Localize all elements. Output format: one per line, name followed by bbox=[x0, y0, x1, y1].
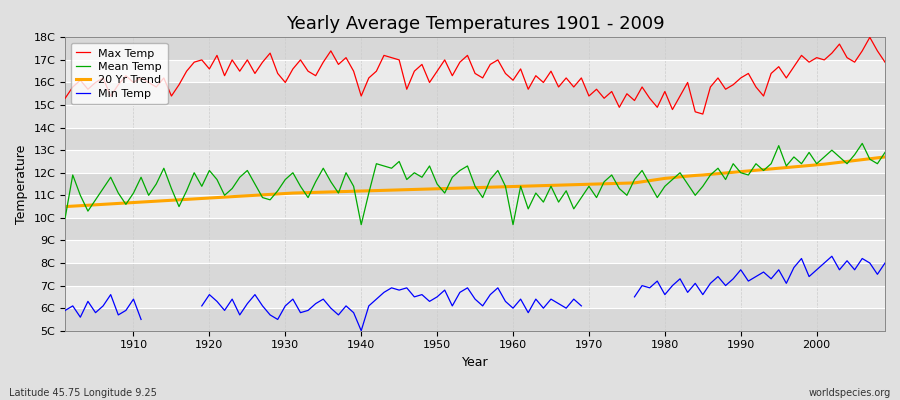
Bar bbox=[65, 128, 885, 150]
Max Temp bbox=[59, 96, 70, 101]
Mean Temp bbox=[508, 222, 518, 227]
Mean Temp bbox=[356, 222, 366, 227]
Max Temp bbox=[698, 112, 708, 116]
Bar bbox=[65, 173, 885, 195]
Mean Temp bbox=[607, 173, 617, 178]
Line: Min Temp: Min Temp bbox=[65, 295, 141, 320]
Bar bbox=[65, 150, 885, 173]
Max Temp bbox=[333, 62, 344, 67]
Mean Temp bbox=[515, 184, 526, 189]
Max Temp bbox=[598, 96, 609, 101]
Min Temp bbox=[83, 299, 94, 304]
Min Temp bbox=[98, 304, 109, 308]
Bar bbox=[65, 82, 885, 105]
Line: Mean Temp: Mean Temp bbox=[65, 144, 885, 225]
Mean Temp bbox=[333, 191, 344, 196]
Mean Temp bbox=[287, 170, 298, 175]
Title: Yearly Average Temperatures 1901 - 2009: Yearly Average Temperatures 1901 - 2009 bbox=[286, 15, 664, 33]
Min Temp bbox=[128, 297, 139, 302]
Mean Temp bbox=[879, 150, 890, 155]
Mean Temp bbox=[857, 141, 868, 146]
Bar bbox=[65, 308, 885, 331]
Min Temp bbox=[59, 308, 70, 313]
Min Temp bbox=[75, 315, 86, 320]
Bar bbox=[65, 60, 885, 82]
Min Temp bbox=[136, 317, 147, 322]
20 Yr Trend bbox=[598, 182, 609, 186]
Min Temp bbox=[121, 308, 131, 313]
Min Temp bbox=[90, 310, 101, 315]
Max Temp bbox=[287, 66, 298, 71]
20 Yr Trend bbox=[508, 184, 518, 189]
20 Yr Trend bbox=[500, 184, 511, 189]
Bar bbox=[65, 240, 885, 263]
Line: Max Temp: Max Temp bbox=[65, 37, 885, 114]
Min Temp bbox=[105, 292, 116, 297]
Max Temp bbox=[121, 73, 131, 78]
Bar bbox=[65, 105, 885, 128]
Max Temp bbox=[500, 71, 511, 76]
Max Temp bbox=[508, 78, 518, 83]
Bar bbox=[65, 37, 885, 60]
Bar bbox=[65, 286, 885, 308]
20 Yr Trend bbox=[879, 154, 890, 159]
Legend: Max Temp, Mean Temp, 20 Yr Trend, Min Temp: Max Temp, Mean Temp, 20 Yr Trend, Min Te… bbox=[71, 43, 167, 104]
20 Yr Trend bbox=[333, 189, 344, 194]
Line: 20 Yr Trend: 20 Yr Trend bbox=[65, 157, 885, 206]
Bar bbox=[65, 195, 885, 218]
Min Temp bbox=[68, 304, 78, 308]
Y-axis label: Temperature: Temperature bbox=[15, 144, 28, 224]
Bar bbox=[65, 218, 885, 240]
20 Yr Trend bbox=[59, 204, 70, 209]
20 Yr Trend bbox=[121, 200, 131, 205]
Max Temp bbox=[864, 35, 875, 40]
Text: Latitude 45.75 Longitude 9.25: Latitude 45.75 Longitude 9.25 bbox=[9, 388, 157, 398]
Bar bbox=[65, 263, 885, 286]
Text: worldspecies.org: worldspecies.org bbox=[809, 388, 891, 398]
Max Temp bbox=[879, 60, 890, 64]
X-axis label: Year: Year bbox=[462, 356, 489, 369]
Min Temp bbox=[112, 312, 123, 317]
Mean Temp bbox=[121, 202, 131, 207]
20 Yr Trend bbox=[287, 191, 298, 196]
Mean Temp bbox=[59, 216, 70, 220]
